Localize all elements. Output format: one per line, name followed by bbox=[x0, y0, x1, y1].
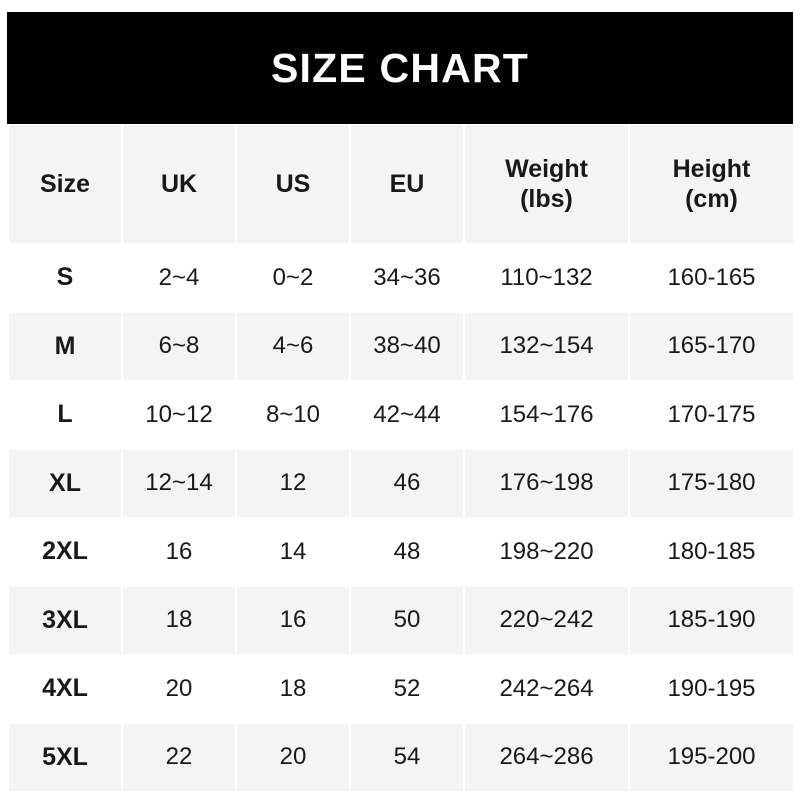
column-header-weight: Weight (lbs) bbox=[465, 125, 628, 243]
cell-us: 8~10 bbox=[237, 380, 349, 450]
table-row: L 10~12 8~10 42~44 154~176 170-175 bbox=[9, 380, 793, 450]
cell-height: 160-165 bbox=[630, 243, 793, 313]
column-header-eu: EU bbox=[351, 125, 463, 243]
cell-weight: 242~264 bbox=[465, 654, 628, 724]
cell-us: 18 bbox=[237, 654, 349, 724]
cell-weight: 110~132 bbox=[465, 243, 628, 313]
cell-size: M bbox=[9, 312, 121, 380]
table-row: M 6~8 4~6 38~40 132~154 165-170 bbox=[9, 312, 793, 380]
cell-us: 4~6 bbox=[237, 312, 349, 380]
column-header-uk-line1: UK bbox=[160, 169, 198, 198]
cell-size: XL bbox=[9, 449, 121, 517]
column-header-weight-line1: Weight bbox=[505, 154, 588, 183]
column-header-uk: UK bbox=[123, 125, 235, 243]
column-header-height: Height (cm) bbox=[630, 125, 793, 243]
cell-size: L bbox=[9, 380, 121, 450]
cell-height: 175-180 bbox=[630, 449, 793, 517]
table-header-row: Size UK US EU Weight (lbs) Height (cm) bbox=[9, 125, 793, 243]
table-row: S 2~4 0~2 34~36 110~132 160-165 bbox=[9, 243, 793, 313]
table-body: S 2~4 0~2 34~36 110~132 160-165 M 6~8 4~… bbox=[9, 243, 793, 791]
cell-eu: 34~36 bbox=[351, 243, 463, 313]
size-chart-table: Size UK US EU Weight (lbs) Height (cm) bbox=[7, 125, 795, 791]
title-banner: SIZE CHART bbox=[7, 12, 793, 124]
cell-height: 190-195 bbox=[630, 654, 793, 724]
table-row: 5XL 22 20 54 264~286 195-200 bbox=[9, 723, 793, 791]
cell-weight: 264~286 bbox=[465, 723, 628, 791]
page-title: SIZE CHART bbox=[271, 44, 529, 91]
cell-eu: 48 bbox=[351, 517, 463, 587]
table-header: Size UK US EU Weight (lbs) Height (cm) bbox=[9, 125, 793, 243]
cell-uk: 12~14 bbox=[123, 449, 235, 517]
cell-height: 170-175 bbox=[630, 380, 793, 450]
column-header-us: US bbox=[237, 125, 349, 243]
cell-height: 195-200 bbox=[630, 723, 793, 791]
column-header-size: Size bbox=[9, 125, 121, 243]
column-header-eu-line1: EU bbox=[389, 169, 425, 198]
column-header-height-line2: (cm) bbox=[685, 185, 738, 213]
column-header-size-line1: Size bbox=[39, 169, 91, 198]
cell-uk: 6~8 bbox=[123, 312, 235, 380]
cell-weight: 198~220 bbox=[465, 517, 628, 587]
cell-uk: 10~12 bbox=[123, 380, 235, 450]
cell-uk: 20 bbox=[123, 654, 235, 724]
cell-weight: 220~242 bbox=[465, 586, 628, 654]
table-row: 4XL 20 18 52 242~264 190-195 bbox=[9, 654, 793, 724]
cell-us: 20 bbox=[237, 723, 349, 791]
cell-us: 0~2 bbox=[237, 243, 349, 313]
cell-height: 180-185 bbox=[630, 517, 793, 587]
cell-weight: 132~154 bbox=[465, 312, 628, 380]
cell-size: 3XL bbox=[9, 586, 121, 654]
cell-size: 5XL bbox=[9, 723, 121, 791]
column-header-height-line1: Height bbox=[672, 154, 751, 183]
cell-eu: 38~40 bbox=[351, 312, 463, 380]
cell-weight: 176~198 bbox=[465, 449, 628, 517]
column-header-weight-line2: (lbs) bbox=[520, 185, 573, 213]
cell-us: 14 bbox=[237, 517, 349, 587]
table-row: 2XL 16 14 48 198~220 180-185 bbox=[9, 517, 793, 587]
cell-height: 165-170 bbox=[630, 312, 793, 380]
cell-eu: 42~44 bbox=[351, 380, 463, 450]
cell-eu: 52 bbox=[351, 654, 463, 724]
cell-height: 185-190 bbox=[630, 586, 793, 654]
cell-uk: 16 bbox=[123, 517, 235, 587]
cell-us: 16 bbox=[237, 586, 349, 654]
cell-size: S bbox=[9, 243, 121, 313]
cell-uk: 18 bbox=[123, 586, 235, 654]
column-header-us-line1: US bbox=[275, 169, 311, 198]
cell-eu: 50 bbox=[351, 586, 463, 654]
cell-weight: 154~176 bbox=[465, 380, 628, 450]
cell-size: 4XL bbox=[9, 654, 121, 724]
table-row: 3XL 18 16 50 220~242 185-190 bbox=[9, 586, 793, 654]
cell-uk: 2~4 bbox=[123, 243, 235, 313]
table-row: XL 12~14 12 46 176~198 175-180 bbox=[9, 449, 793, 517]
cell-uk: 22 bbox=[123, 723, 235, 791]
cell-eu: 46 bbox=[351, 449, 463, 517]
cell-eu: 54 bbox=[351, 723, 463, 791]
cell-us: 12 bbox=[237, 449, 349, 517]
cell-size: 2XL bbox=[9, 517, 121, 587]
